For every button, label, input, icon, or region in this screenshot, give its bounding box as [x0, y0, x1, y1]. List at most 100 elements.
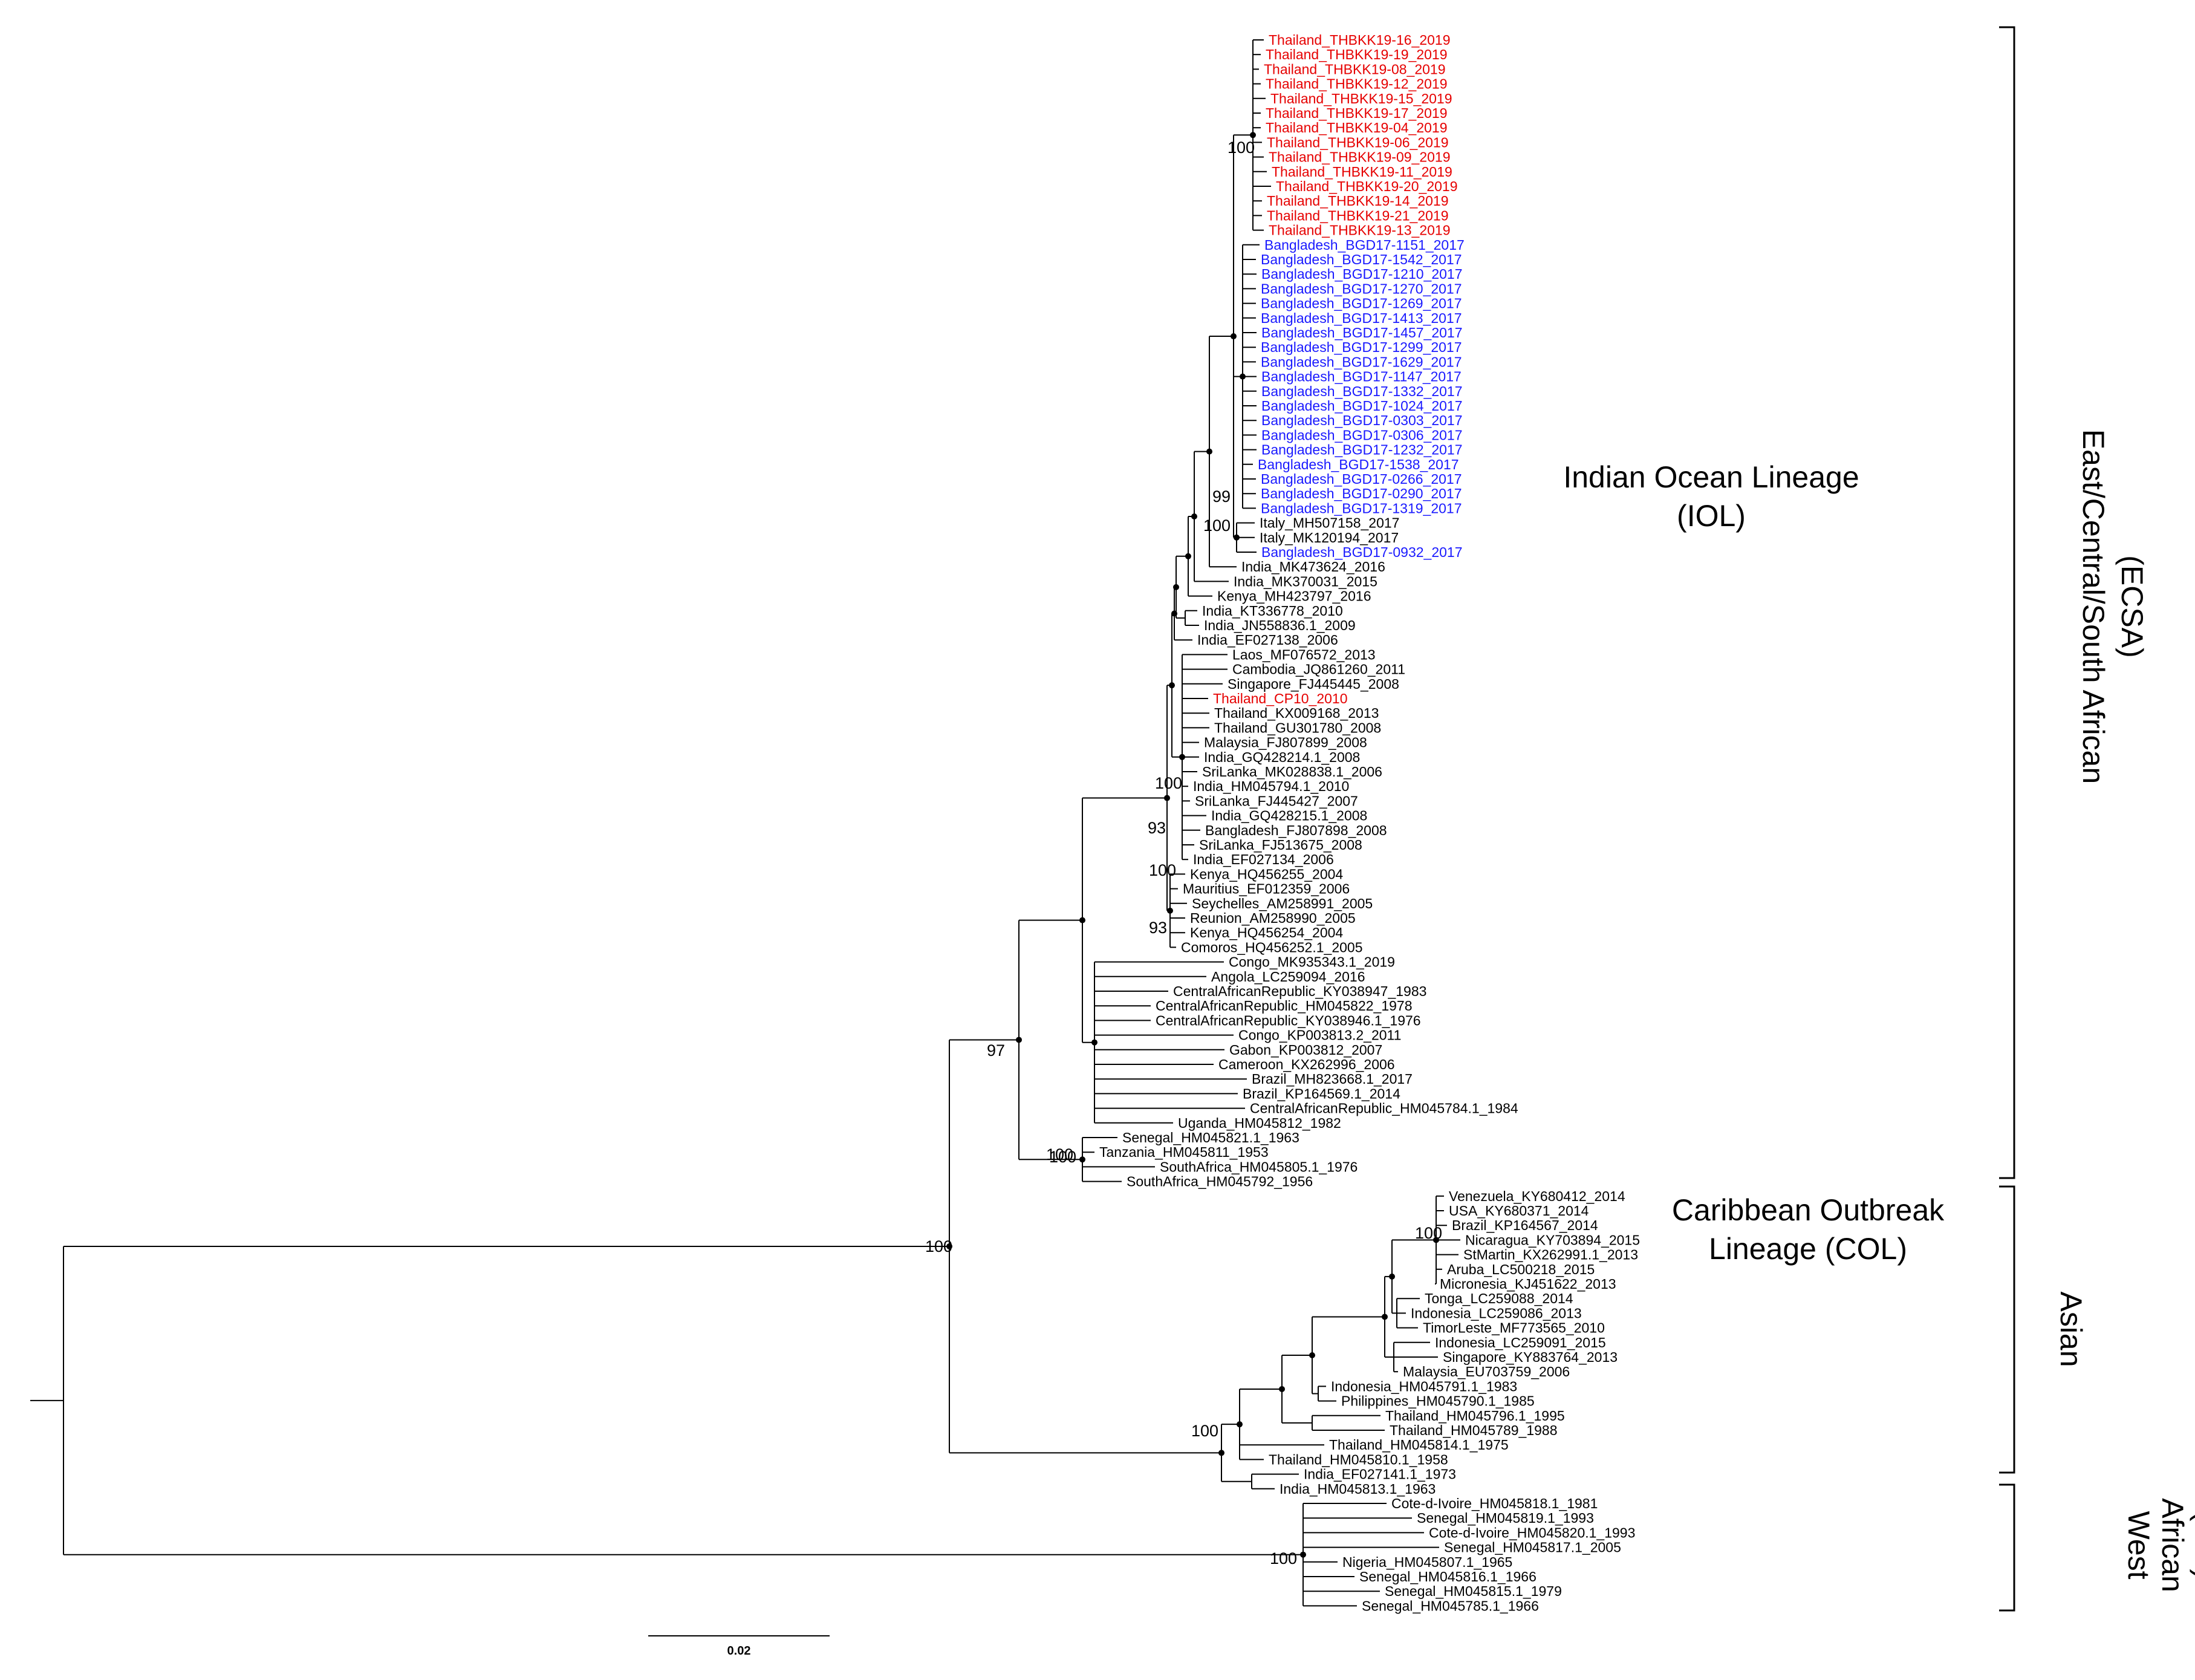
tip-label: India_MK370031_2015 — [1234, 573, 1377, 589]
tip-label: India_KT336778_2010 — [1202, 603, 1343, 619]
tip-label: Micronesia_KJ451622_2013 — [1440, 1276, 1616, 1292]
node-dot — [1171, 610, 1177, 617]
tip-label: StMartin_KX262991.1_2013 — [1463, 1247, 1638, 1263]
tip-label: Bangladesh_BGD17-0266_2017 — [1261, 471, 1462, 487]
tip-label: Bangladesh_BGD17-1413_2017 — [1261, 310, 1462, 326]
tip-label: Bangladesh_BGD17-1629_2017 — [1261, 354, 1462, 370]
tip-label: Senegal_HM045816.1_1966 — [1359, 1569, 1536, 1584]
node-dot — [1079, 1156, 1085, 1163]
genotype-label-asian: Asian — [2054, 1291, 2088, 1367]
clade-label-col-line1: Caribbean Outbreak — [1672, 1193, 1945, 1227]
node-dot — [1167, 907, 1173, 914]
node-dot — [1382, 1314, 1388, 1320]
tip-label: Laos_MF076572_2013 — [1232, 646, 1376, 662]
tip-label: Singapore_FJ445445_2008 — [1228, 676, 1399, 692]
tip-label: Bangladesh_BGD17-1024_2017 — [1261, 398, 1463, 414]
node-dot — [1206, 448, 1212, 455]
tip-label: Venezuela_KY680412_2014 — [1449, 1188, 1625, 1204]
tip-label: Thailand_THBKK19-09_2019 — [1269, 149, 1450, 165]
bootstrap-label: 100 — [1049, 1148, 1076, 1166]
tip-label: India_EF027134_2006 — [1193, 851, 1334, 867]
tip-label: Bangladesh_BGD17-1151_2017 — [1264, 237, 1465, 253]
node-dot — [1179, 754, 1185, 760]
tip-label: Reunion_AM258990_2005 — [1190, 910, 1356, 926]
tip-label: Kenya_HQ456254_2004 — [1190, 925, 1343, 940]
bootstrap-label: 100 — [1228, 138, 1255, 157]
tip-label: Gabon_KP003812_2007 — [1229, 1042, 1382, 1058]
tip-label: Nigeria_HM045807.1_1965 — [1342, 1554, 1512, 1570]
tip-label: India_HM045794.1_2010 — [1193, 778, 1349, 794]
tip-label: Thailand_HM045796.1_1995 — [1385, 1408, 1565, 1424]
tip-label: SouthAfrica_HM045805.1_1976 — [1160, 1159, 1358, 1174]
node-dot — [1309, 1352, 1315, 1358]
tip-label: Bangladesh_BGD17-1147_2017 — [1261, 369, 1462, 385]
tip-label: SriLanka_FJ513675_2008 — [1199, 837, 1362, 853]
tip-label: Bangladesh_BGD17-0303_2017 — [1261, 412, 1463, 428]
bootstrap-label: 100 — [1191, 1422, 1218, 1440]
bootstrap-label: 100 — [1270, 1549, 1297, 1568]
tip-label: Mauritius_EF012359_2006 — [1183, 881, 1350, 897]
tip-label: India_MK473624_2016 — [1241, 559, 1385, 575]
tip-label: SriLanka_MK028838.1_2006 — [1202, 764, 1382, 780]
tip-label: Thailand_THBKK19-08_2019 — [1264, 61, 1445, 77]
tip-label: Congo_MK935343.1_2019 — [1229, 954, 1395, 970]
tip-label: Indonesia_LC259091_2015 — [1435, 1335, 1606, 1350]
tip-label: SriLanka_FJ445427_2007 — [1195, 793, 1358, 809]
tip-label: CentralAfricanRepublic_HM045784.1_1984 — [1250, 1101, 1518, 1116]
genotype-label-wa-line1: West — [2122, 1511, 2156, 1580]
tip-label: Senegal_HM045815.1_1979 — [1385, 1583, 1562, 1599]
bootstrap-label: 93 — [1149, 919, 1167, 937]
tip-label: Thailand_THBKK19-13_2019 — [1269, 223, 1450, 238]
tip-label: Thailand_GU301780_2008 — [1214, 720, 1381, 735]
genotype-label-wa-line3: (WA) — [2190, 1511, 2195, 1579]
tip-label: Bangladesh_BGD17-1319_2017 — [1261, 500, 1462, 516]
tip-label: Cameroon_KX262996_2006 — [1218, 1057, 1395, 1072]
tip-label: Senegal_HM045785.1_1966 — [1362, 1598, 1539, 1613]
tip-label: Congo_KP003813.2_2011 — [1238, 1027, 1401, 1043]
tip-label: Thailand_THBKK19-16_2019 — [1269, 32, 1450, 48]
tip-label: Cote-d-Ivoire_HM045820.1_1993 — [1429, 1525, 1635, 1540]
bootstrap-label: 97 — [987, 1041, 1005, 1060]
tip-label: CentralAfricanRepublic_HM045822_1978 — [1156, 998, 1413, 1014]
tip-label: Thailand_HM045810.1_1958 — [1269, 1451, 1448, 1467]
tip-label: Indonesia_HM045791.1_1983 — [1331, 1378, 1517, 1394]
tip-label: Thailand_THBKK19-21_2019 — [1267, 207, 1448, 223]
node-dot — [1016, 1037, 1022, 1043]
tip-label: Bangladesh_BGD17-1210_2017 — [1261, 266, 1463, 282]
tip-label: Singapore_KY883764_2013 — [1443, 1349, 1618, 1365]
tip-label: Bangladesh_FJ807898_2008 — [1205, 822, 1387, 838]
tip-label: Thailand_THBKK19-19_2019 — [1266, 47, 1447, 62]
clade-label-iol-line2: (IOL) — [1677, 499, 1746, 533]
tip-label: TimorLeste_MF773565_2010 — [1423, 1320, 1605, 1336]
tip-label: Tonga_LC259088_2014 — [1425, 1291, 1573, 1306]
tip-label: SouthAfrica_HM045792_1956 — [1127, 1174, 1313, 1190]
tip-label: Angola_LC259094_2016 — [1211, 969, 1365, 985]
node-dot — [1191, 513, 1197, 520]
node-dot — [1240, 373, 1246, 380]
tip-label: Thailand_HM045814.1_1975 — [1329, 1437, 1509, 1453]
node-dot — [1234, 534, 1240, 541]
tip-label: Senegal_HM045819.1_1993 — [1417, 1510, 1594, 1526]
tip-label: Nicaragua_KY703894_2015 — [1465, 1232, 1640, 1248]
tip-label: India_HM045813.1_1963 — [1280, 1481, 1436, 1497]
asian-bracket — [1999, 1185, 2015, 1474]
tip-label: Kenya_HQ456255_2004 — [1190, 866, 1343, 882]
tip-label: Brazil_KP164567_2014 — [1452, 1217, 1598, 1233]
tip-label: India_GQ428214.1_2008 — [1204, 749, 1360, 765]
tip-label: Malaysia_EU703759_2006 — [1403, 1364, 1570, 1379]
tip-label: Bangladesh_BGD17-1269_2017 — [1261, 296, 1462, 311]
tip-label: Thailand_THBKK19-15_2019 — [1270, 91, 1452, 106]
node-dot — [1079, 917, 1085, 923]
tip-label: Aruba_LC500218_2015 — [1447, 1262, 1595, 1277]
node-dot — [1433, 1237, 1439, 1243]
bootstrap-label: 99 — [1212, 487, 1231, 506]
bootstrap-label: 100 — [1415, 1224, 1442, 1242]
tip-label: Thailand_THBKK19-14_2019 — [1267, 193, 1448, 209]
node-dot — [1164, 795, 1170, 801]
node-dot — [1279, 1385, 1285, 1392]
tree-nodes — [946, 132, 1439, 1558]
tip-label: Senegal_HM045817.1_2005 — [1444, 1540, 1621, 1555]
node-dot — [1237, 1421, 1243, 1428]
bootstrap-label: 100 — [1149, 861, 1176, 879]
node-dot — [1250, 132, 1256, 138]
